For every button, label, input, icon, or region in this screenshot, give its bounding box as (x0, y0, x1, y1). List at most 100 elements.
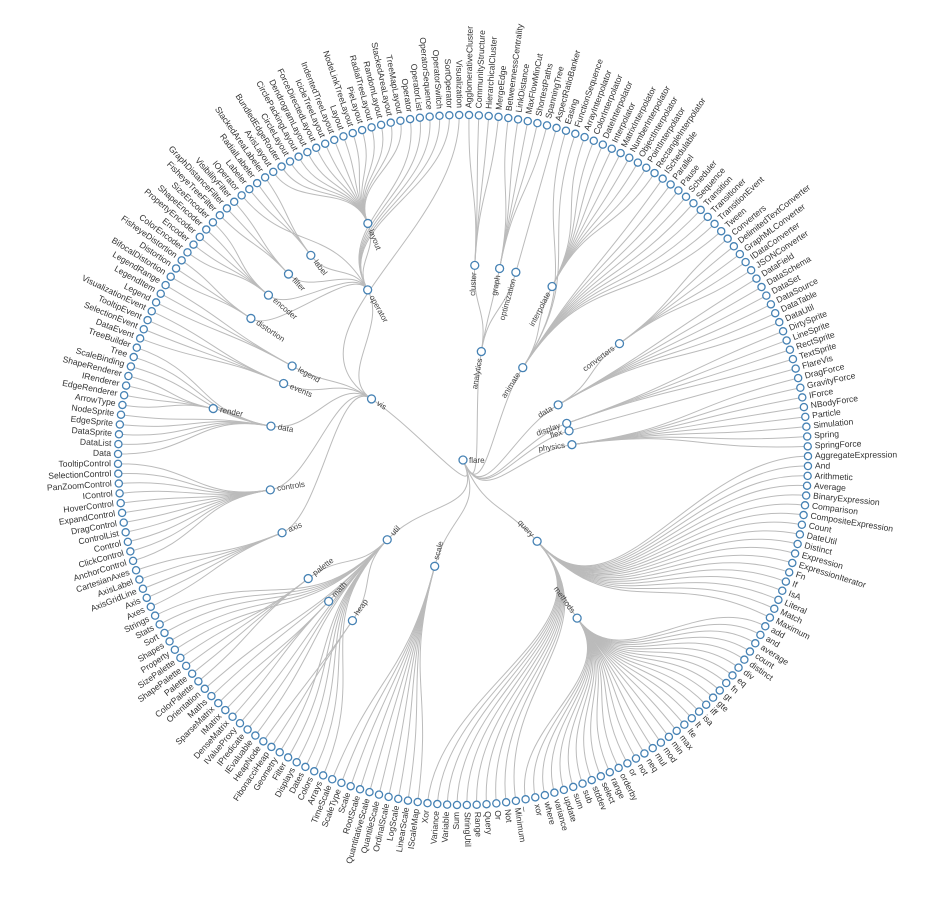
node (658, 174, 667, 183)
link (250, 283, 369, 322)
node (135, 334, 145, 343)
link (217, 600, 330, 704)
link (313, 539, 388, 772)
node (553, 400, 563, 410)
leaf-label: DataSprite (71, 425, 112, 438)
leaf-label: IControl (82, 488, 113, 501)
leaf-label: xor (533, 803, 545, 817)
link (462, 444, 573, 481)
leaf-label: Spring (814, 429, 840, 441)
node (650, 168, 659, 178)
link (118, 423, 272, 455)
node (723, 234, 732, 243)
node (119, 390, 129, 400)
node-label: analytics (470, 358, 484, 390)
leaf-label: DataList (80, 437, 113, 448)
node (189, 240, 198, 249)
node (423, 798, 432, 808)
node (357, 125, 367, 135)
link (219, 214, 289, 275)
link (127, 489, 271, 543)
node (166, 272, 175, 281)
node (228, 712, 237, 722)
node (605, 767, 615, 777)
leaf-label: Variable (440, 811, 451, 843)
node (791, 364, 800, 373)
node (269, 167, 278, 177)
node (734, 663, 743, 672)
node (793, 373, 803, 383)
node (117, 508, 127, 518)
leaf-label: Range (473, 811, 484, 837)
node (151, 298, 161, 307)
node (745, 647, 755, 656)
node (126, 362, 136, 371)
leaf-label: Data (93, 448, 112, 458)
node (442, 800, 452, 809)
node (775, 317, 784, 327)
node (113, 449, 123, 459)
link (233, 201, 289, 275)
node-label: graph (490, 274, 503, 296)
node (701, 700, 711, 709)
node (208, 218, 218, 227)
node-label: distortion (254, 318, 286, 344)
link (174, 539, 388, 651)
node (283, 269, 294, 279)
node (367, 123, 376, 132)
link (522, 196, 687, 368)
node-label: physics (538, 441, 566, 454)
node (689, 198, 698, 208)
link (557, 343, 620, 406)
leaf-label: CommunityStructure (473, 30, 487, 109)
leaf-label: TooltipControl (58, 458, 111, 469)
node (518, 363, 528, 373)
link (566, 358, 794, 424)
link (619, 245, 735, 345)
link (262, 620, 353, 742)
link (198, 578, 309, 682)
leaf-label: _ (522, 804, 533, 812)
leaf-label: AggregateExpression (815, 449, 897, 460)
node (348, 128, 358, 138)
link (566, 330, 784, 424)
link (571, 426, 807, 446)
node (797, 520, 807, 530)
node (703, 212, 712, 222)
node (796, 383, 805, 392)
node (464, 110, 474, 120)
link (522, 286, 553, 368)
leaf-label: IForce (808, 386, 834, 400)
node (757, 282, 766, 292)
node (694, 707, 704, 716)
node (735, 249, 745, 259)
node (129, 352, 138, 362)
node-label: events (288, 382, 313, 400)
node (243, 725, 252, 734)
node (790, 549, 800, 558)
node-label: data (536, 404, 554, 420)
link (154, 539, 388, 617)
node (596, 772, 606, 781)
link (283, 383, 372, 400)
link (130, 366, 272, 427)
node (156, 289, 165, 298)
link (279, 539, 388, 753)
node (405, 114, 415, 124)
link (536, 540, 771, 619)
node (115, 489, 124, 498)
leaf-label: EdgeSprite (70, 414, 114, 428)
link (515, 127, 557, 273)
node (774, 595, 783, 605)
node-label: filter (290, 276, 307, 293)
node (214, 698, 223, 708)
node (363, 285, 373, 295)
node (445, 111, 454, 120)
node (482, 799, 491, 809)
node (580, 132, 589, 142)
leaf-label: Average (814, 481, 847, 493)
node (278, 378, 289, 389)
node (201, 225, 211, 234)
leaf-label: AgglomerativeCluster (463, 26, 474, 108)
link (480, 272, 517, 352)
